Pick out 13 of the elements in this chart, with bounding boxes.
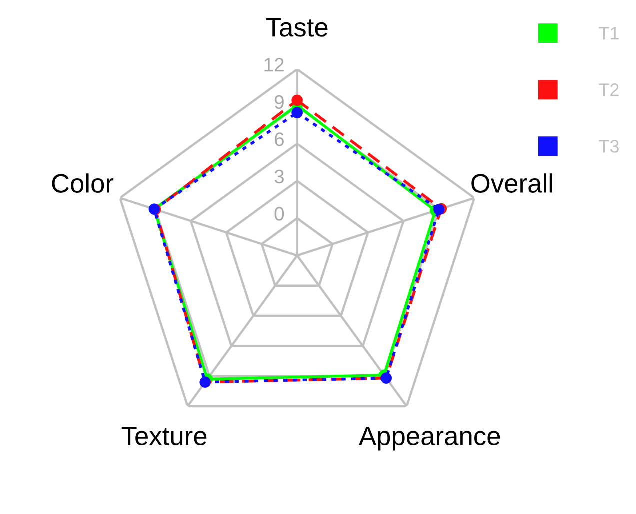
y-tick-label: 6 (275, 132, 284, 146)
spoke-label: Taste (266, 18, 328, 37)
legend-label: T1 (599, 27, 619, 40)
spoke-label: Overall (472, 174, 552, 193)
legend-label: T3 (599, 140, 619, 153)
spoke-label: Color (52, 174, 114, 193)
y-tick-label: 12 (264, 58, 284, 72)
spoke-label: Texture (122, 427, 207, 446)
legend-label: T2 (599, 84, 619, 96)
spoke-label: Appearance (359, 427, 500, 451)
y-tick-label: 0 (274, 207, 284, 221)
y-tick-label: 3 (274, 170, 284, 184)
y-tick-label: 9 (274, 95, 284, 110)
